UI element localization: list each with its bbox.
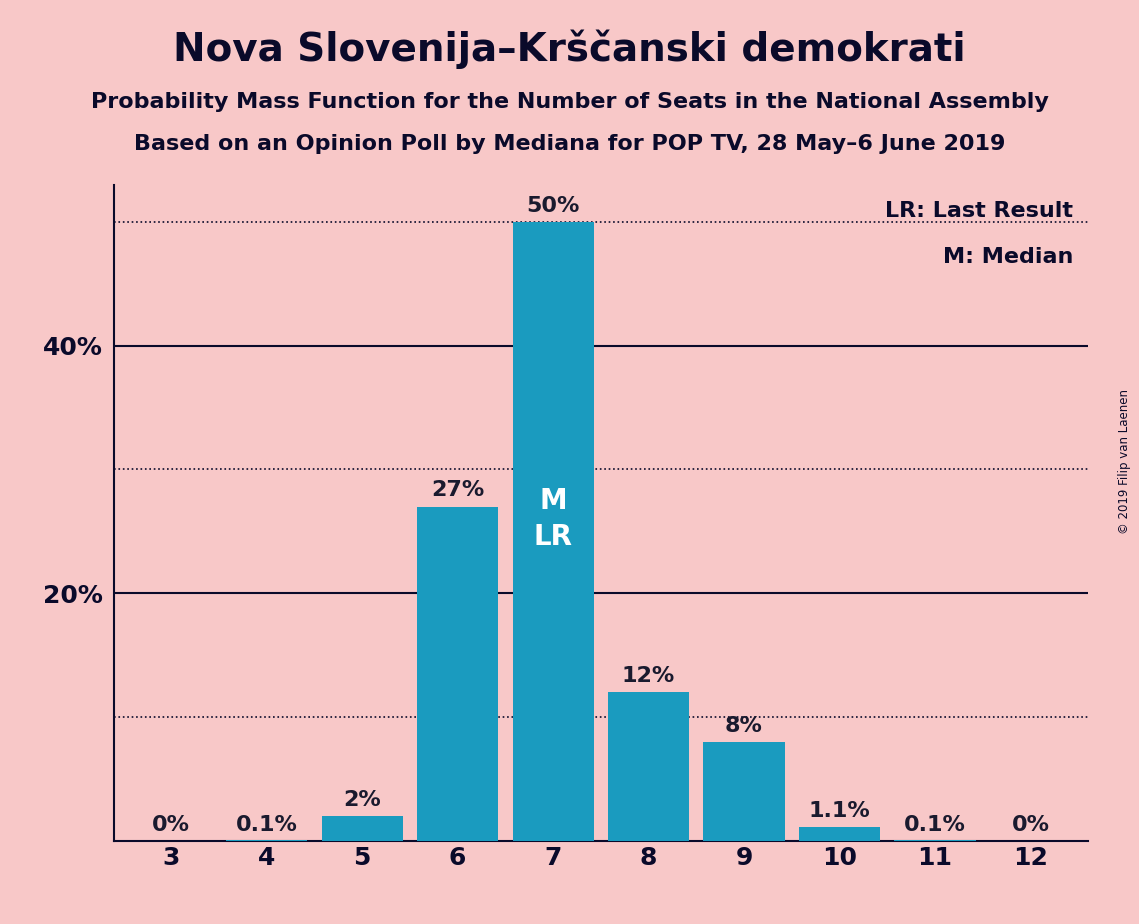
Text: 12%: 12% bbox=[622, 666, 675, 687]
Text: 27%: 27% bbox=[431, 480, 484, 501]
Text: Probability Mass Function for the Number of Seats in the National Assembly: Probability Mass Function for the Number… bbox=[91, 92, 1048, 113]
Text: 1.1%: 1.1% bbox=[809, 801, 870, 821]
Text: 50%: 50% bbox=[526, 196, 580, 215]
Text: 0%: 0% bbox=[1011, 815, 1049, 834]
Text: M: Median: M: Median bbox=[943, 247, 1073, 267]
Text: 0%: 0% bbox=[153, 815, 190, 834]
Text: Based on an Opinion Poll by Mediana for POP TV, 28 May–6 June 2019: Based on an Opinion Poll by Mediana for … bbox=[133, 134, 1006, 154]
Text: 8%: 8% bbox=[726, 715, 763, 736]
Text: 2%: 2% bbox=[343, 790, 382, 810]
Bar bbox=[798, 827, 880, 841]
Bar bbox=[704, 742, 785, 841]
Bar bbox=[321, 816, 403, 841]
Text: 0.1%: 0.1% bbox=[904, 815, 966, 834]
Bar bbox=[417, 506, 498, 841]
Bar bbox=[608, 692, 689, 841]
Text: M
LR: M LR bbox=[533, 487, 573, 552]
Bar bbox=[894, 840, 976, 841]
Text: LR: Last Result: LR: Last Result bbox=[885, 201, 1073, 221]
Bar bbox=[513, 222, 593, 841]
Bar bbox=[226, 840, 308, 841]
Text: © 2019 Filip van Laenen: © 2019 Filip van Laenen bbox=[1118, 390, 1131, 534]
Text: 0.1%: 0.1% bbox=[236, 815, 297, 834]
Text: Nova Slovenija–Krščanski demokrati: Nova Slovenija–Krščanski demokrati bbox=[173, 30, 966, 69]
